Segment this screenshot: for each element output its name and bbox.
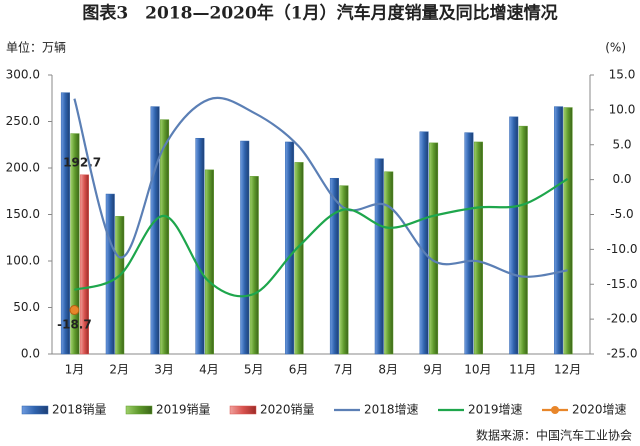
y-axis-label: 单位：万辆: [6, 40, 66, 55]
y-tick-label: 300.0: [6, 68, 40, 82]
bar: [563, 107, 573, 355]
legend-label: 2020增速: [572, 403, 627, 417]
legend-label: 2018销量: [52, 403, 107, 417]
x-tick-label: 1月: [65, 363, 85, 377]
data-label: 192.7: [63, 155, 101, 169]
y-tick-label: 150.0: [6, 207, 40, 221]
bar: [195, 137, 205, 355]
bar: [60, 92, 70, 355]
y2-tick-label: -10.0: [606, 242, 637, 256]
legend-swatch: [229, 405, 257, 415]
x-tick-label: 5月: [244, 363, 264, 377]
bar: [285, 141, 295, 355]
y2-tick-label: -5.0: [610, 207, 633, 221]
x-tick-label: 4月: [199, 363, 219, 377]
bar: [464, 132, 474, 355]
bar: [509, 116, 519, 355]
x-tick-label: 11月: [509, 363, 536, 377]
chart-title: 图表3 2018—2020年（1月）汽车月度销量及同比增速情况: [82, 3, 557, 24]
y2-axis-label: (%): [605, 41, 626, 55]
legend-marker: [551, 406, 559, 414]
x-tick-label: 2月: [109, 363, 129, 377]
bar: [294, 162, 304, 355]
legend-label: 2018增速: [364, 403, 419, 417]
x-tick-label: 9月: [423, 363, 443, 377]
bar: [79, 174, 89, 355]
bar: [70, 133, 80, 355]
x-tick-label: 3月: [154, 363, 174, 377]
bar: [554, 106, 564, 355]
legend-label: 2019销量: [156, 403, 211, 417]
x-tick-label: 6月: [289, 363, 309, 377]
legend-swatch: [125, 405, 153, 415]
y-tick-label: 250.0: [6, 114, 40, 128]
source-note: 数据来源：中国汽车工业协会: [476, 428, 632, 443]
x-tick-label: 7月: [334, 363, 354, 377]
x-tick-label: 12月: [554, 363, 581, 377]
y-tick-label: 200.0: [6, 161, 40, 175]
bar: [105, 193, 115, 355]
bar: [150, 106, 160, 355]
y-tick-label: 50.0: [13, 300, 40, 314]
point: [69, 305, 80, 316]
bar: [518, 125, 528, 355]
bar: [473, 141, 483, 355]
legend-label: 2020销量: [260, 403, 315, 417]
bar: [240, 140, 250, 355]
y2-tick-label: -15.0: [606, 277, 637, 291]
bar: [419, 131, 429, 355]
y-tick-label: 100.0: [6, 254, 40, 268]
x-tick-label: 10月: [464, 363, 491, 377]
y2-tick-label: -25.0: [606, 347, 637, 361]
bar: [249, 176, 259, 355]
bar: [429, 142, 439, 355]
legend-swatch: [21, 405, 49, 415]
data-label: -18.7: [57, 318, 92, 332]
x-tick-label: 8月: [378, 363, 398, 377]
bar: [384, 171, 394, 355]
line: [74, 177, 569, 298]
y2-tick-label: 15.0: [609, 68, 636, 82]
bar: [204, 169, 214, 355]
bar: [329, 177, 339, 355]
bar: [115, 216, 125, 355]
line: [73, 96, 568, 278]
y2-tick-label: -20.0: [606, 312, 637, 326]
y2-tick-label: 5.0: [612, 137, 631, 151]
y2-tick-label: 0.0: [612, 172, 631, 186]
bar: [339, 185, 349, 355]
bar: [374, 158, 384, 355]
legend-label: 2019增速: [468, 403, 523, 417]
y-tick-label: 0.0: [21, 347, 40, 361]
y2-tick-label: 10.0: [609, 102, 636, 116]
bar: [160, 119, 170, 355]
